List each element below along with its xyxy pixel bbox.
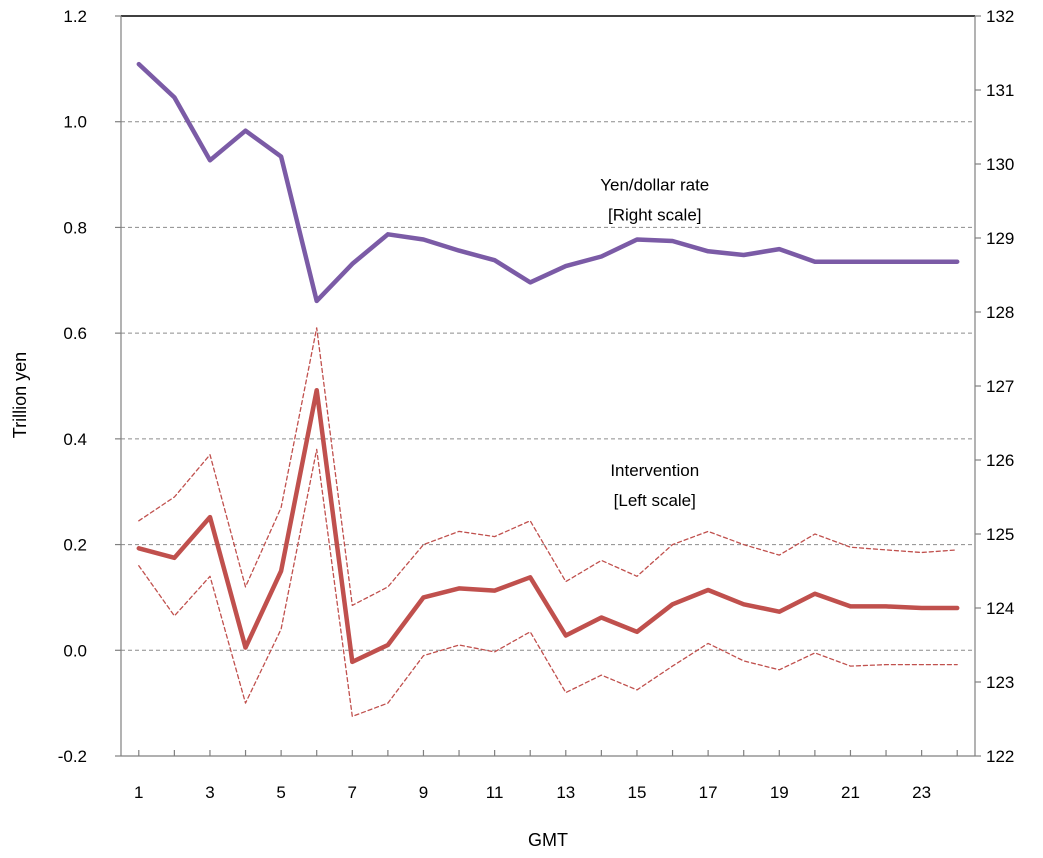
annotation-1-line-2: [Right scale] — [608, 205, 702, 224]
x-tick-label: 23 — [912, 783, 931, 802]
right-tick-label: 128 — [986, 303, 1014, 322]
gridlines — [121, 15, 975, 651]
left-tick-label: -0.2 — [58, 747, 87, 766]
right-tick-label: 131 — [986, 81, 1014, 100]
series-line-1 — [136, 61, 960, 304]
annotation-2-line-2: [Left scale] — [614, 491, 696, 510]
series-lines — [136, 61, 960, 718]
right-tick-label: 126 — [986, 451, 1014, 470]
series-line-2 — [136, 387, 960, 665]
left-tick-label: 0.0 — [63, 641, 87, 660]
axes — [115, 15, 981, 757]
right-tick-label: 130 — [986, 155, 1014, 174]
left-tick-label: 1.2 — [63, 7, 87, 26]
series-line-3 — [138, 327, 958, 607]
left-tick-label: 1.0 — [63, 113, 87, 132]
right-tick-label: 124 — [986, 599, 1014, 618]
x-tick-label: 11 — [486, 783, 504, 802]
annotations: Yen/dollar rate [Right scale] Intervention… — [600, 175, 709, 509]
right-tick-label: 132 — [986, 7, 1014, 26]
x-tick-label: 3 — [205, 783, 214, 802]
right-tick-label: 125 — [986, 525, 1014, 544]
x-tick-label: 19 — [770, 783, 789, 802]
x-tick-label: 5 — [276, 783, 285, 802]
left-tick-label: 0.6 — [63, 324, 87, 343]
x-tick-label: 7 — [348, 783, 357, 802]
x-tick-label: 13 — [556, 783, 575, 802]
x-tick-label: 17 — [699, 783, 718, 802]
left-tick-label: 0.8 — [63, 218, 87, 237]
right-tick-label: 123 — [986, 673, 1014, 692]
left-tick-label: 0.4 — [63, 430, 87, 449]
annotation-1-line-1: Yen/dollar rate — [600, 175, 709, 194]
x-tick-label: 1 — [134, 783, 143, 802]
series-line-4 — [138, 448, 958, 718]
x-tick-label: 21 — [841, 783, 860, 802]
right-tick-label: 129 — [986, 229, 1014, 248]
x-axis-title: GMT — [528, 830, 568, 850]
annotation-2-line-1: Intervention — [610, 461, 699, 480]
right-tick-label: 127 — [986, 377, 1014, 396]
x-tick-label: 15 — [627, 783, 646, 802]
tick-labels: -0.20.00.20.40.60.81.01.2122123124125126… — [58, 7, 1015, 802]
y-axis-title: Trillion yen — [10, 352, 30, 438]
left-tick-label: 0.2 — [63, 536, 87, 555]
x-tick-label: 9 — [419, 783, 428, 802]
right-tick-label: 122 — [986, 747, 1014, 766]
